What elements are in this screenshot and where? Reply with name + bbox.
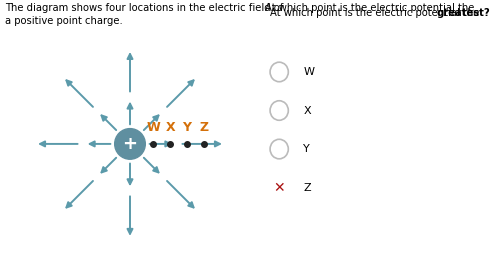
Text: Z: Z xyxy=(303,183,311,192)
Text: At which point is the electric potential the: At which point is the electric potential… xyxy=(270,8,482,18)
Text: Y: Y xyxy=(303,144,310,154)
Text: At which point is the electric potential the: At which point is the electric potential… xyxy=(265,3,478,13)
Text: The diagram shows four locations in the electric field of
a positive point charg: The diagram shows four locations in the … xyxy=(5,3,283,26)
Text: X: X xyxy=(303,106,311,115)
Text: Z: Z xyxy=(199,122,208,134)
Text: X: X xyxy=(166,122,175,134)
Text: W: W xyxy=(303,67,314,77)
Text: Y: Y xyxy=(182,122,192,134)
Circle shape xyxy=(114,128,146,159)
Text: greatest?: greatest? xyxy=(436,8,490,18)
Text: ✕: ✕ xyxy=(274,181,285,195)
Text: W: W xyxy=(146,122,160,134)
Text: +: + xyxy=(122,135,138,153)
